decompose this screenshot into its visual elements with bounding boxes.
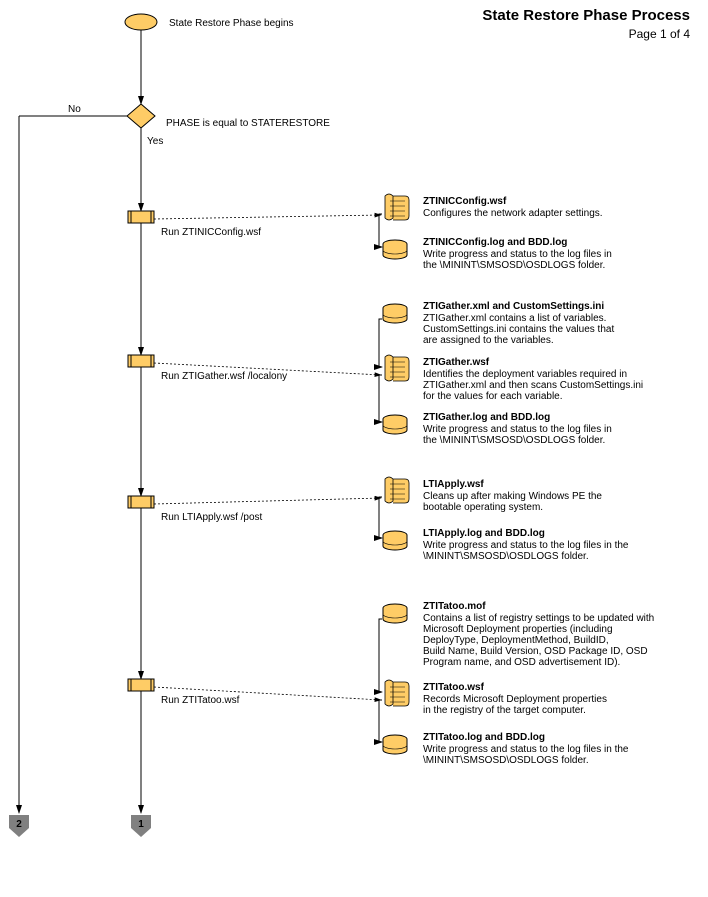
detail-title: ZTITatoo.wsf: [423, 682, 485, 693]
detail-desc: ZTIGather.xml contains a list of variabl…: [423, 313, 606, 324]
detail-title: LTIApply.log and BDD.log: [423, 528, 545, 539]
detail-desc: the \MININT\SMSOSD\OSDLOGS folder.: [423, 435, 605, 446]
detail-desc: ZTIGather.xml and then scans CustomSetti…: [423, 380, 643, 391]
svg-text:2: 2: [16, 819, 22, 830]
detail-title: LTIApply.wsf: [423, 479, 484, 490]
detail-desc: DeployType, DeploymentMethod, BuildID,: [423, 635, 609, 646]
detail-title: ZTITatoo.mof: [423, 601, 486, 612]
decision-label: PHASE is equal to STATERESTORE: [166, 118, 330, 129]
detail-desc: \MININT\SMSOSD\OSDLOGS folder.: [423, 755, 589, 766]
detail-desc: Write progress and status to the log fil…: [423, 249, 612, 260]
detail-desc: Identifies the deployment variables requ…: [423, 369, 627, 380]
process-3-label: Run LTIApply.wsf /post: [161, 512, 263, 523]
detail-desc: Write progress and status to the log fil…: [423, 424, 612, 435]
detail-title: ZTIGather.xml and CustomSettings.ini: [423, 301, 604, 312]
detail-desc: Microsoft Deployment properties (includi…: [423, 624, 613, 635]
detail-desc: bootable operating system.: [423, 502, 543, 513]
yes-label: Yes: [147, 136, 163, 147]
detail-desc: Contains a list of registry settings to …: [423, 613, 654, 624]
flowchart-svg: State Restore Phase Process Page 1 of 4 St…: [0, 0, 708, 897]
dotted-connector: [154, 498, 381, 504]
detail-title: ZTINICConfig.log and BDD.log: [423, 237, 567, 248]
detail-desc: in the registry of the target computer.: [423, 705, 586, 716]
start-terminator: [125, 14, 157, 30]
detail-desc: Build Name, Build Version, OSD Package I…: [423, 646, 648, 657]
process-1-label: Run ZTINICConfig.wsf: [161, 227, 261, 238]
process-3: [128, 496, 154, 508]
detail-title: ZTINICConfig.wsf: [423, 196, 507, 207]
detail-desc: Write progress and status to the log fil…: [423, 744, 629, 755]
detail-desc: Program name, and OSD advertisement ID).: [423, 657, 620, 668]
process-2: [128, 355, 154, 367]
svg-text:1: 1: [138, 819, 144, 830]
process-1: [128, 211, 154, 223]
dotted-connector: [154, 215, 381, 219]
process-4-label: Run ZTITatoo.wsf: [161, 695, 240, 706]
page-number: Page 1 of 4: [629, 27, 691, 41]
process-4: [128, 679, 154, 691]
detail-desc: Records Microsoft Deployment properties: [423, 694, 607, 705]
detail-desc: \MININT\SMSOSD\OSDLOGS folder.: [423, 551, 589, 562]
decision-diamond: [127, 104, 155, 128]
detail-desc: Configures the network adapter settings.: [423, 208, 603, 219]
no-label: No: [68, 104, 81, 115]
detail-desc: the \MININT\SMSOSD\OSDLOGS folder.: [423, 260, 605, 271]
page-title: State Restore Phase Process: [482, 7, 690, 24]
process-2-label: Run ZTIGather.wsf /localony: [161, 371, 287, 382]
detail-desc: for the values for each variable.: [423, 391, 563, 402]
detail-title: ZTITatoo.log and BDD.log: [423, 732, 545, 743]
detail-desc: are assigned to the variables.: [423, 335, 554, 346]
detail-desc: Cleans up after making Windows PE the: [423, 491, 602, 502]
start-label: State Restore Phase begins: [169, 18, 294, 29]
detail-title: ZTIGather.log and BDD.log: [423, 412, 550, 423]
detail-title: ZTIGather.wsf: [423, 357, 490, 368]
detail-desc: Write progress and status to the log fil…: [423, 540, 629, 551]
detail-desc: CustomSettings.ini contains the values t…: [423, 324, 614, 335]
